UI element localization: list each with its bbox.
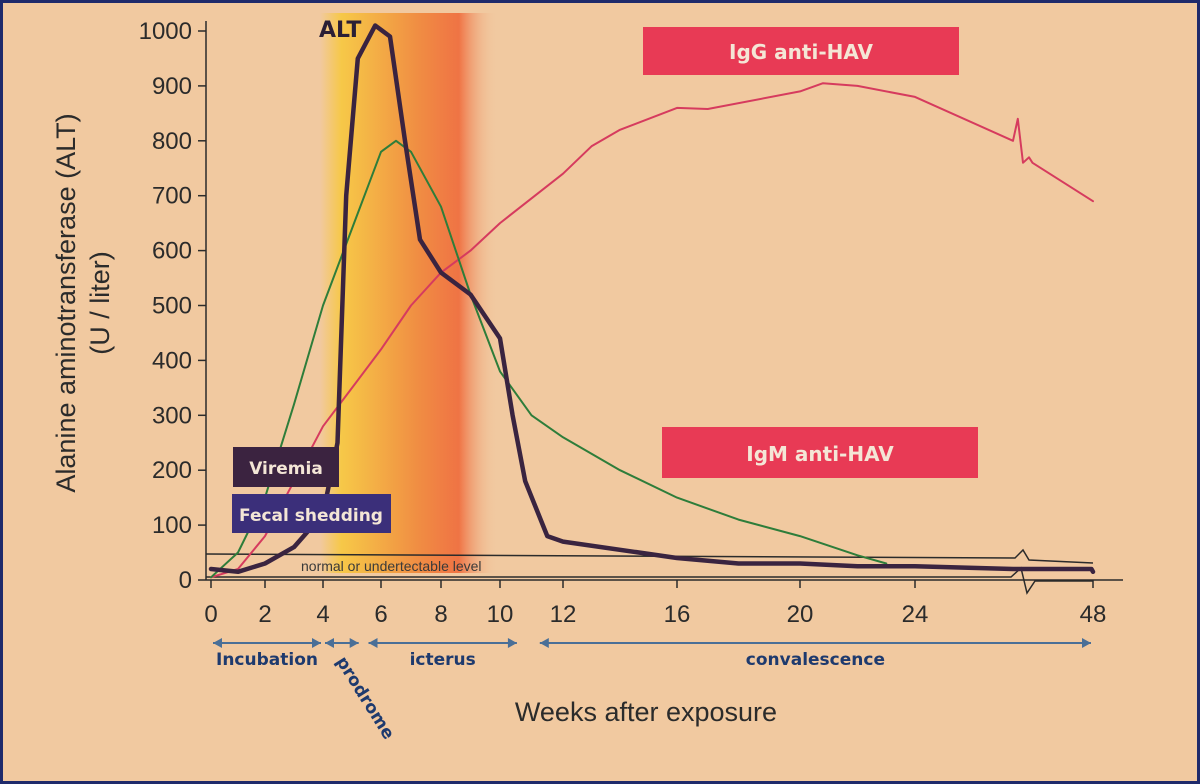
- normal-level-lines: [205, 548, 1094, 595]
- y-ticks: 0 100 200 300 400 500 600 700 800 900 1000: [139, 18, 206, 594]
- y-tick-label: 800: [152, 128, 192, 155]
- phase-label: convalescence: [746, 650, 885, 670]
- x-tick-label: 24: [902, 601, 929, 628]
- phase-arrows: Incubation prodrome icterus convalescence: [213, 638, 1091, 743]
- series-group: [208, 23, 1096, 579]
- alt-label: ALT: [319, 18, 361, 43]
- x-tick-label: 16: [664, 601, 691, 628]
- y-tick-label: 700: [152, 183, 192, 210]
- phase-arrow-head-left: [213, 638, 222, 648]
- fecal-label: Fecal shedding: [239, 506, 383, 526]
- igg-box: [643, 27, 959, 75]
- igg-label: IgG anti-HAV: [729, 40, 873, 64]
- igm-label: IgM anti-HAV: [746, 442, 894, 466]
- x-tick-label: 6: [374, 601, 387, 628]
- phase-arrow-head-left: [368, 638, 378, 648]
- phase-arrow-head-left: [539, 638, 549, 648]
- phase-label: Incubation: [216, 650, 318, 670]
- igm-box: [662, 427, 978, 478]
- series-line-0: [208, 23, 1096, 575]
- phase-arrow-head-right: [1082, 638, 1091, 648]
- y-tick-label: 300: [152, 402, 192, 429]
- normal-level-label: normal or undertectable level: [301, 558, 482, 574]
- x-tick-label: 12: [550, 601, 577, 628]
- x-ticks: 0 2 4 6 8 10 12 16 20 24 48: [204, 580, 1106, 628]
- y-axis-title-line2: (U / liter): [85, 251, 115, 355]
- x-tick-label: 20: [787, 601, 814, 628]
- x-tick-label: 2: [258, 601, 271, 628]
- y-tick-label: 100: [152, 512, 192, 539]
- phase-label: icterus: [410, 650, 476, 670]
- x-tick-label: 10: [487, 601, 514, 628]
- y-tick-label: 400: [152, 347, 192, 374]
- phase-arrow-head-right: [507, 638, 517, 648]
- series-line-1: [210, 139, 888, 579]
- series-line-2: [210, 82, 1094, 579]
- y-tick-label: 900: [152, 73, 192, 100]
- y-axis-title-line1: Alanine aminotransferase (ALT): [51, 113, 81, 492]
- phase-arrow-head-right: [349, 638, 359, 648]
- y-tick-label: 200: [152, 457, 192, 484]
- y-tick-label: 600: [152, 238, 192, 265]
- x-tick-label: 48: [1080, 601, 1107, 628]
- x-tick-label: 0: [204, 601, 217, 628]
- y-tick-label: 500: [152, 293, 192, 320]
- viremia-label: Viremia: [249, 459, 323, 479]
- y-tick-label: 0: [179, 567, 192, 594]
- phase-arrow-head-right: [312, 638, 321, 648]
- fecal-box: [232, 494, 391, 533]
- x-axis-title: Weeks after exposure: [515, 697, 777, 727]
- phase-label: prodrome: [332, 653, 399, 743]
- viremia-box: [233, 447, 339, 487]
- x-tick-label: 8: [434, 601, 447, 628]
- y-tick-label: 1000: [139, 18, 192, 45]
- x-tick-label: 4: [316, 601, 329, 628]
- chart-frame: 0 100 200 300 400 500 600 700 800 900 1000 0 2 4 6 8 10…: [3, 3, 1197, 781]
- phase-arrow-head-left: [325, 638, 334, 648]
